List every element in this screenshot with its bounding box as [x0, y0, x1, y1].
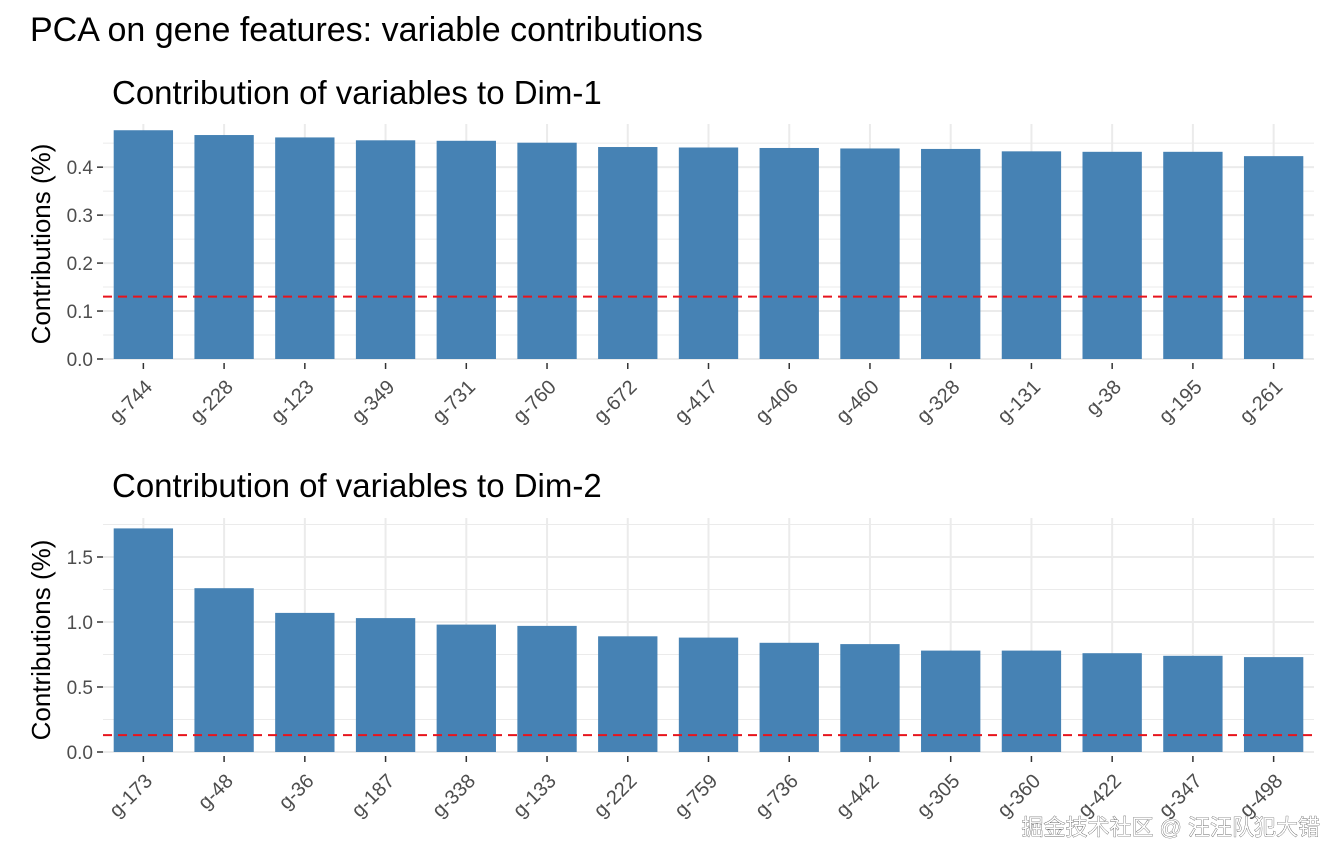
dim-2-x-tick-label: g-736	[751, 770, 803, 822]
dim-2-x-tick-label: g-222	[590, 770, 642, 822]
dim-2-x-tick-label: g-173	[105, 770, 157, 822]
dim-2-bar-g-222	[598, 636, 658, 752]
dim-1-x-tick-label: g-760	[509, 376, 561, 428]
dim-2-y-tick-label: 0.0	[67, 743, 93, 764]
dim-1-x-tick-label: g-195	[1155, 376, 1207, 428]
dim-2-bar-g-48	[194, 588, 254, 752]
dim-2-bar-g-133	[517, 625, 577, 752]
dim-2-y-axis-label: Contributions (%)	[26, 540, 56, 741]
dim-2-x-tick-label: g-48	[194, 770, 238, 814]
dim-1-bar-g-731	[436, 140, 496, 359]
dim-1-x-tick-label: g-123	[267, 376, 319, 428]
dim-2-bar-g-338	[436, 624, 496, 752]
dim-2-x-tick-label: g-133	[509, 770, 561, 822]
dim-1-y-tick-label: 0.4	[67, 158, 94, 179]
figure-title: PCA on gene features: variable contribut…	[30, 11, 703, 49]
dim-1-bar-g-131	[1001, 151, 1062, 359]
dim-2-y-tick-label: 1.0	[67, 613, 93, 634]
dim-2-bar-g-442	[840, 644, 900, 752]
dim-2-x-tick-label: g-442	[832, 770, 884, 822]
dim-1-bar-g-417	[678, 147, 739, 359]
dim-1-bar-g-349	[355, 140, 416, 359]
dim-2-bar-g-187	[355, 618, 416, 752]
dim-2-y-tick-label: 0.5	[67, 678, 93, 699]
dim-2-x-tick-label: g-305	[913, 770, 965, 822]
dim-2-bar-g-36	[275, 612, 335, 752]
dim-2-bar-g-305	[921, 650, 981, 752]
dim-1-contribution-panel: Contribution of variables to Dim-1 Contr…	[26, 74, 1314, 428]
dim-1-bar-g-672	[598, 147, 658, 359]
dim-2-x-tick-label: g-36	[275, 770, 319, 814]
dim-2-x-tick-label: g-187	[348, 770, 400, 822]
dim-1-bar-g-38	[1082, 151, 1142, 359]
dim-1-y-tick-label: 0.2	[67, 254, 93, 275]
dim-2-bar-g-422	[1082, 653, 1142, 752]
dim-1-x-tick-label: g-417	[670, 376, 722, 428]
dim-1-x-tick-label: g-131	[993, 376, 1045, 428]
dim-1-x-tick-label: g-406	[751, 376, 803, 428]
dim-1-bar-g-123	[275, 137, 335, 359]
dim-1-bar-g-744	[113, 130, 174, 359]
dim-1-x-tick-label: g-38	[1082, 376, 1126, 420]
dim-2-y-tick-label: 1.5	[67, 548, 93, 569]
dim-1-bar-g-328	[921, 148, 981, 359]
dim-1-x-tick-label: g-672	[590, 376, 642, 428]
dim-2-bar-g-173	[113, 528, 174, 752]
dim-1-bar-g-228	[194, 135, 254, 359]
dim-1-x-tick-label: g-349	[348, 376, 400, 428]
dim-1-title: Contribution of variables to Dim-1	[112, 74, 602, 111]
dim-1-y-tick-label: 0.1	[67, 302, 93, 323]
dim-1-x-tick-label: g-228	[186, 376, 238, 428]
dim-1-bar-g-261	[1243, 156, 1304, 359]
dim-1-x-tick-label: g-744	[105, 376, 157, 428]
dim-1-x-tick-label: g-328	[913, 376, 965, 428]
dim-1-y-tick-label: 0.0	[67, 350, 93, 371]
dim-1-x-tick-label: g-731	[428, 376, 480, 428]
dim-2-x-tick-label: g-759	[670, 770, 722, 822]
dim-1-bar-g-760	[517, 142, 577, 359]
dim-2-bar-g-347	[1163, 655, 1223, 752]
dim-1-bar-g-406	[759, 147, 819, 359]
dim-1-x-tick-label: g-261	[1236, 376, 1288, 428]
dim-2-x-tick-label: g-338	[428, 770, 480, 822]
dim-2-contribution-panel: Contribution of variables to Dim-2 Contr…	[26, 467, 1314, 822]
watermark-text: 掘金技术社区 @ 汪汪队犯大错	[1021, 815, 1320, 840]
dim-2-bar-g-498	[1243, 657, 1304, 752]
dim-2-bar-g-360	[1001, 650, 1062, 752]
dim-1-bar-g-460	[840, 148, 900, 359]
dim-2-bar-g-759	[678, 637, 739, 752]
dim-2-bar-g-736	[759, 642, 819, 752]
dim-2-title: Contribution of variables to Dim-2	[112, 467, 602, 504]
dim-1-x-tick-label: g-460	[832, 376, 884, 428]
dim-1-y-tick-label: 0.3	[67, 206, 93, 227]
dim-1-y-axis-label: Contributions (%)	[26, 144, 56, 345]
dim-1-bar-g-195	[1163, 151, 1223, 359]
